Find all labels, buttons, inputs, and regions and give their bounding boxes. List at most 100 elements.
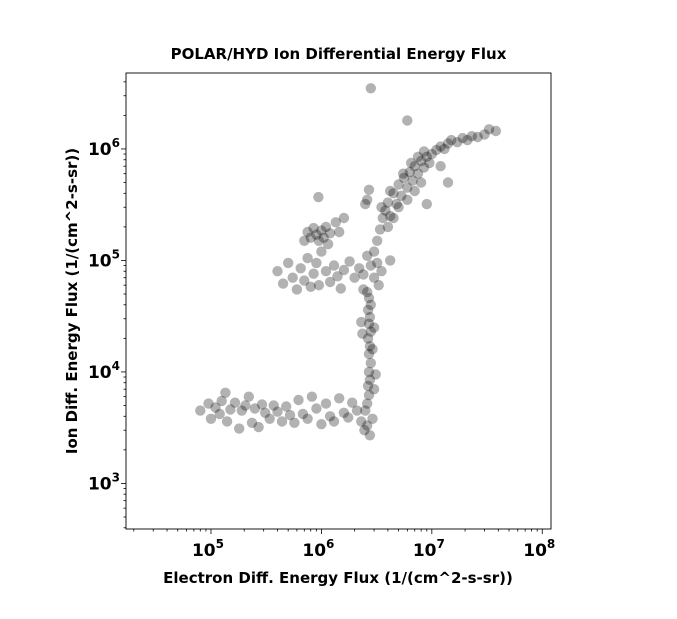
data-point bbox=[388, 212, 399, 224]
data-point bbox=[284, 409, 296, 421]
data-point bbox=[236, 405, 247, 416]
data-point bbox=[305, 232, 316, 243]
data-point bbox=[363, 348, 375, 360]
data-point bbox=[435, 161, 446, 172]
x-tick-exponent: 7 bbox=[436, 537, 444, 551]
data-point bbox=[373, 280, 384, 291]
data-point bbox=[421, 151, 432, 162]
data-point bbox=[216, 395, 227, 407]
data-point bbox=[380, 205, 391, 216]
data-point bbox=[365, 357, 376, 369]
data-point bbox=[256, 399, 268, 410]
x-tick-label: 105 bbox=[192, 537, 224, 561]
data-point bbox=[372, 235, 383, 246]
data-point bbox=[358, 284, 369, 295]
data-point bbox=[338, 407, 350, 418]
data-point bbox=[332, 271, 343, 282]
data-point bbox=[368, 384, 380, 395]
data-point bbox=[305, 281, 316, 292]
data-point bbox=[354, 263, 365, 274]
data-point bbox=[328, 260, 340, 271]
data-point bbox=[308, 268, 319, 279]
data-point bbox=[283, 257, 294, 269]
data-point bbox=[479, 129, 490, 140]
y-tick-label: 105 bbox=[88, 247, 120, 271]
data-point bbox=[363, 292, 375, 304]
data-point bbox=[363, 184, 375, 195]
data-point bbox=[295, 263, 306, 274]
data-point bbox=[439, 143, 450, 155]
data-point bbox=[291, 284, 303, 295]
data-point bbox=[203, 398, 214, 409]
x-tick-label: 108 bbox=[523, 537, 555, 561]
data-point bbox=[385, 185, 396, 197]
data-point bbox=[311, 257, 322, 269]
y-tick-base: 10 bbox=[88, 251, 112, 271]
y-tick-label: 106 bbox=[88, 136, 120, 160]
data-point bbox=[324, 276, 336, 288]
data-point bbox=[316, 225, 327, 236]
data-point bbox=[362, 304, 374, 316]
data-point bbox=[249, 403, 261, 414]
data-point bbox=[316, 419, 327, 430]
data-point bbox=[229, 397, 241, 408]
data-point bbox=[276, 416, 288, 427]
data-point bbox=[205, 413, 217, 424]
data-point bbox=[368, 246, 380, 257]
data-point bbox=[362, 398, 373, 409]
data-point bbox=[472, 131, 483, 143]
data-point bbox=[362, 380, 374, 392]
data-point bbox=[393, 179, 404, 190]
data-point bbox=[313, 280, 325, 291]
data-point bbox=[409, 185, 420, 197]
data-point bbox=[415, 177, 427, 188]
x-axis-label: Electron Diff. Energy Flux (1/(cm^2-s-sr… bbox=[163, 569, 513, 587]
data-point bbox=[385, 210, 396, 222]
data-point bbox=[407, 175, 418, 186]
data-point bbox=[313, 191, 324, 203]
y-tick-base: 10 bbox=[88, 363, 112, 383]
data-point bbox=[320, 266, 332, 277]
y-tick-base: 10 bbox=[88, 474, 112, 494]
data-point bbox=[338, 264, 350, 276]
data-point bbox=[409, 161, 420, 172]
data-point bbox=[320, 221, 332, 233]
data-point bbox=[220, 387, 231, 398]
data-point bbox=[268, 400, 279, 411]
data-point bbox=[311, 403, 322, 414]
data-point bbox=[344, 256, 355, 267]
data-point bbox=[364, 374, 376, 385]
x-tick-exponent: 8 bbox=[547, 537, 555, 551]
data-point bbox=[338, 212, 350, 224]
chart-title: POLAR/HYD Ion Differential Energy Flux bbox=[171, 45, 507, 63]
data-points bbox=[195, 83, 502, 441]
x-tick-base: 10 bbox=[413, 541, 437, 561]
data-point bbox=[396, 190, 407, 201]
data-point bbox=[349, 272, 360, 283]
data-point bbox=[466, 131, 477, 142]
data-point bbox=[365, 260, 376, 271]
data-point bbox=[324, 411, 336, 422]
data-point bbox=[412, 168, 424, 179]
data-point bbox=[347, 397, 358, 408]
data-point bbox=[362, 194, 373, 205]
data-point bbox=[214, 408, 225, 420]
data-point bbox=[328, 416, 340, 427]
data-point bbox=[302, 252, 313, 264]
x-axis-ticks: 105 106 107 108 bbox=[133, 529, 555, 561]
data-point bbox=[424, 157, 435, 169]
data-point bbox=[343, 412, 354, 423]
x-tick-base: 10 bbox=[523, 541, 547, 561]
x-tick-base: 10 bbox=[302, 541, 326, 561]
data-point bbox=[490, 125, 502, 137]
y-tick-label: 103 bbox=[88, 470, 120, 494]
data-point bbox=[362, 420, 373, 431]
data-point bbox=[308, 222, 319, 234]
data-point bbox=[277, 278, 289, 289]
data-point bbox=[260, 407, 271, 418]
data-point bbox=[398, 172, 410, 184]
x-tick-base: 10 bbox=[192, 541, 216, 561]
data-point bbox=[442, 177, 454, 188]
data-point bbox=[364, 311, 376, 323]
data-point bbox=[388, 188, 399, 199]
